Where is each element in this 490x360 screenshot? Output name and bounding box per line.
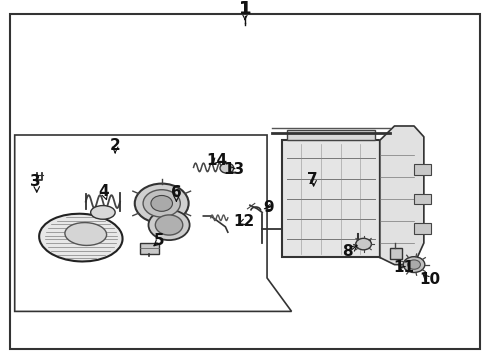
Text: 11: 11 xyxy=(394,260,415,275)
Bar xyxy=(390,248,402,259)
Circle shape xyxy=(143,190,180,217)
Circle shape xyxy=(155,215,183,235)
Circle shape xyxy=(403,257,425,273)
Ellipse shape xyxy=(65,222,107,246)
Text: 12: 12 xyxy=(233,214,255,229)
Text: 13: 13 xyxy=(223,162,245,177)
Bar xyxy=(282,140,380,257)
Text: 1: 1 xyxy=(239,0,251,18)
Circle shape xyxy=(408,260,420,269)
Bar xyxy=(414,194,431,204)
Text: 5: 5 xyxy=(154,233,165,248)
Text: 4: 4 xyxy=(98,184,109,199)
Circle shape xyxy=(151,195,172,211)
Text: 1: 1 xyxy=(239,0,251,18)
Bar xyxy=(414,223,431,234)
Text: 2: 2 xyxy=(110,138,121,153)
Circle shape xyxy=(356,238,371,250)
Text: 9: 9 xyxy=(263,200,274,215)
Text: 10: 10 xyxy=(419,272,441,287)
Text: 7: 7 xyxy=(307,172,318,187)
Bar xyxy=(414,164,431,175)
Text: 8: 8 xyxy=(343,244,353,260)
Polygon shape xyxy=(380,126,424,265)
Bar xyxy=(140,243,159,254)
Circle shape xyxy=(220,163,234,173)
Ellipse shape xyxy=(39,214,122,261)
Ellipse shape xyxy=(91,206,115,219)
Bar xyxy=(287,130,375,140)
Circle shape xyxy=(135,184,189,223)
Text: 6: 6 xyxy=(171,185,182,200)
Text: 3: 3 xyxy=(30,174,41,189)
Circle shape xyxy=(148,210,190,240)
Text: 14: 14 xyxy=(206,153,227,168)
